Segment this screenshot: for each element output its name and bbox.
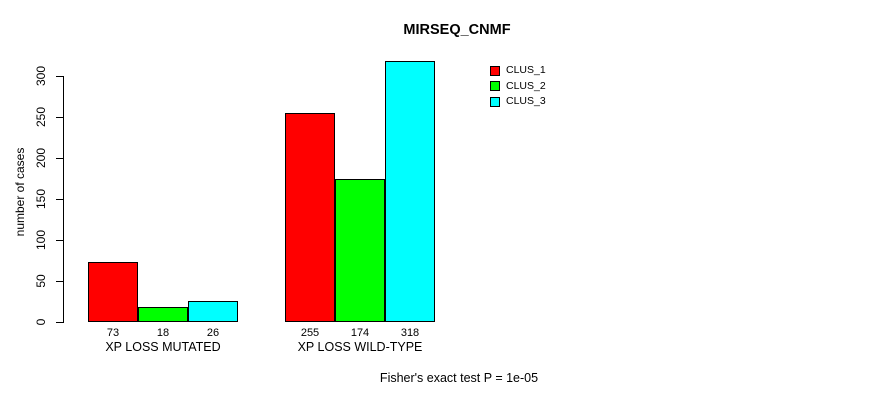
bar-value-label: 174 <box>350 326 370 339</box>
legend-item-clus_1: CLUS_1 <box>490 65 546 76</box>
bar-value-label: 318 <box>400 326 420 339</box>
bar-clus_1 <box>88 261 138 322</box>
y-axis-label: number of cases <box>13 147 27 237</box>
y-tick <box>56 116 64 118</box>
bar-clus_2 <box>138 306 188 322</box>
bar-value-label: 73 <box>106 326 120 339</box>
legend-swatch-icon <box>490 81 500 92</box>
bar-clus_2 <box>335 178 385 322</box>
y-tick <box>56 321 64 323</box>
footer-note: Fisher's exact test P = 1e-05 <box>379 371 539 385</box>
legend-swatch-icon <box>490 96 500 107</box>
bar-value-label: 255 <box>300 326 320 339</box>
legend-label: CLUS_2 <box>506 79 546 92</box>
y-tick-label: 300 <box>34 65 48 87</box>
bar-value-label: 18 <box>156 326 170 339</box>
y-tick-label: 150 <box>34 188 48 210</box>
y-tick-label: 250 <box>34 106 48 128</box>
bar-clus_3 <box>385 60 435 322</box>
legend-item-clus_3: CLUS_3 <box>490 96 546 107</box>
bar-clus_3 <box>188 300 238 322</box>
y-tick <box>56 198 64 200</box>
chart-title: MIRSEQ_CNMF <box>403 22 511 38</box>
y-tick <box>56 280 64 282</box>
y-tick <box>56 75 64 77</box>
bar-clus_1 <box>285 112 335 322</box>
legend-label: CLUS_1 <box>506 64 546 76</box>
bar-value-label: 26 <box>206 326 220 339</box>
legend-item-clus_2: CLUS_2 <box>490 79 546 92</box>
y-tick-label: 200 <box>34 147 48 169</box>
y-tick-label: 50 <box>34 274 48 288</box>
y-tick <box>56 157 64 159</box>
y-tick <box>56 239 64 241</box>
y-tick-label: 0 <box>34 318 48 326</box>
legend-label: CLUS_3 <box>506 95 546 108</box>
category-label: XP LOSS MUTATED <box>105 340 221 354</box>
category-label: XP LOSS WILD-TYPE <box>297 340 423 354</box>
legend-swatch-icon <box>490 65 500 76</box>
y-tick-label: 100 <box>34 229 48 251</box>
